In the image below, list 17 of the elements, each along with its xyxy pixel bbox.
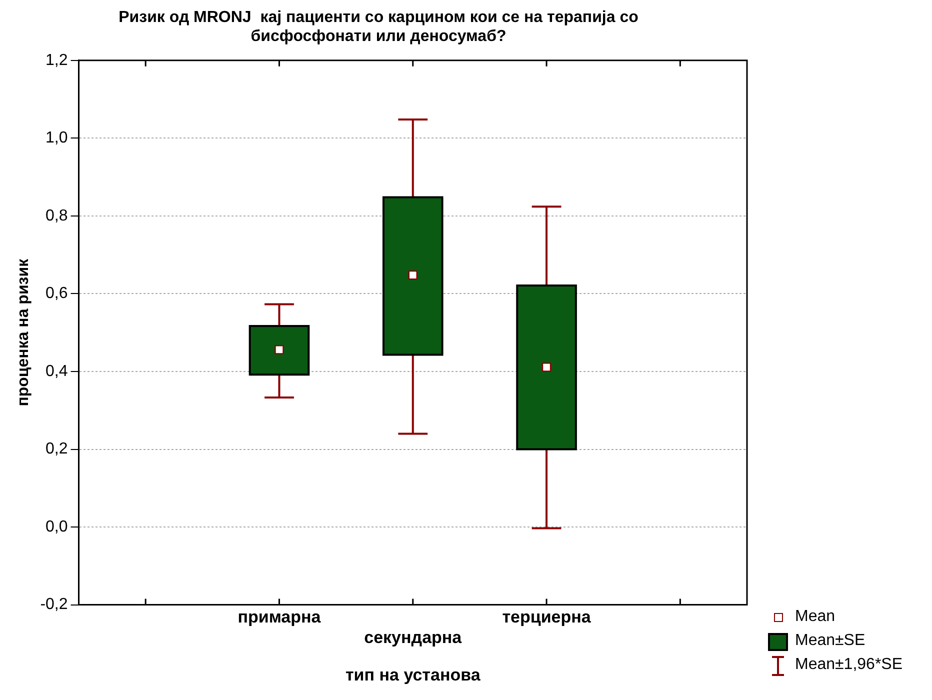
y-tick-label: 0,2 [46, 440, 68, 458]
y-tick-label: 0,6 [46, 285, 68, 302]
legend-label: Mean [795, 608, 836, 626]
x-tick-label: терциерна [502, 608, 592, 627]
x-tick-label: примарна [238, 608, 322, 627]
chart-title: Ризик од MRONJ кај пациенти со карцином кои се на терапија со бисфосфонати или деносумаб? [118, 9, 639, 46]
y-axis-title: проценка на ризик [15, 258, 32, 406]
x-tick-label: секундарна [364, 628, 462, 648]
y-tick-label: -0,2 [40, 596, 68, 614]
y-tick-label: 0,0 [46, 518, 68, 536]
y-tick-label: 1,0 [46, 130, 68, 147]
y-tick-label: 1,2 [46, 52, 68, 69]
text: Mean±1,96*SE [795, 656, 903, 674]
legend-label: Mean±SE [795, 632, 866, 650]
y-tick-label: 0,8 [46, 207, 68, 224]
y-tick-label: 0,4 [46, 362, 68, 380]
x-axis-title: тип на установа [345, 665, 481, 684]
